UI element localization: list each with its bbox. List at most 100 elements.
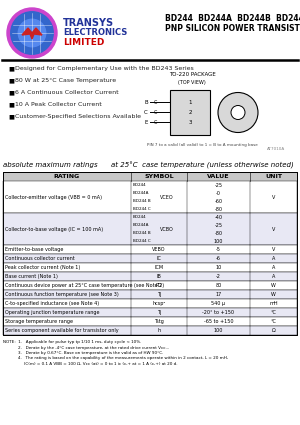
Text: -0: -0 [216,190,221,196]
Text: TJ: TJ [157,292,161,297]
Text: 17: 17 [215,292,221,297]
Text: TRANSYS: TRANSYS [63,18,114,28]
Text: Continuous function temperature (see Note 3): Continuous function temperature (see Not… [5,292,119,297]
Bar [3,172,297,335]
Text: V: V [272,195,275,199]
Text: BD244: BD244 [133,183,146,187]
Bar [3,326,297,335]
Text: TO-220 PACKAGE: TO-220 PACKAGE [169,72,215,77]
Text: Tj: Tj [157,310,161,315]
Text: -20° to +150: -20° to +150 [202,310,234,315]
Text: ELECTRONICS: ELECTRONICS [63,28,127,37]
Text: Base current (Note 1): Base current (Note 1) [5,274,58,279]
Text: SYMBOL: SYMBOL [144,174,174,179]
Text: VALUE: VALUE [207,174,230,179]
Text: BD244 C: BD244 C [133,239,151,243]
Text: hcsp²: hcsp² [152,301,166,306]
Text: 3: 3 [188,119,192,125]
Text: ■: ■ [8,66,14,71]
Circle shape [18,19,46,47]
Text: Peak collector current (Note 1): Peak collector current (Note 1) [5,265,80,270]
Text: C: C [154,99,158,105]
Circle shape [11,12,53,54]
Bar [3,308,297,317]
Text: VCBO: VCBO [160,227,174,232]
Text: Customer-Specified Selections Available: Customer-Specified Selections Available [15,114,141,119]
Bar [170,90,210,135]
Text: 2: 2 [188,110,192,114]
Bar [3,299,297,308]
Text: B: B [144,99,148,105]
Text: IC(m) = 0.1 A VBB = 100 Ω, Vcc (at) = 0 to 1 ic (c,+ at = 1 A (c,+) at 20 d.: IC(m) = 0.1 A VBB = 100 Ω, Vcc (at) = 0 … [3,362,178,366]
Text: V: V [272,247,275,252]
Text: ■: ■ [8,102,14,107]
Text: PD: PD [155,283,162,288]
Text: Series component available for transistor only: Series component available for transisto… [5,328,118,333]
Text: Tstg: Tstg [154,319,164,324]
Bar [3,317,297,326]
Text: BD244: BD244 [133,215,146,219]
Text: h: h [157,328,161,333]
Bar [3,281,297,290]
Text: 10 A Peak Collector Current: 10 A Peak Collector Current [15,102,102,107]
Text: -60: -60 [214,198,222,204]
Text: C: C [154,119,158,125]
Bar [3,254,297,263]
Text: AT7010A: AT7010A [267,147,285,151]
Text: W: W [271,283,276,288]
Text: IC: IC [156,256,161,261]
Text: Continuous device power at 25°C case temperature (see Note 2): Continuous device power at 25°C case tem… [5,283,164,288]
Bar [3,172,297,181]
Text: A: A [272,256,275,261]
Text: -2: -2 [216,274,221,279]
Text: -80: -80 [214,230,222,235]
Text: Collector-emitter voltage (VBB = 0 mA): Collector-emitter voltage (VBB = 0 mA) [5,195,102,199]
Bar [3,181,297,213]
Text: 4.   The rating is based on the capability of the measurements operate within in: 4. The rating is based on the capability… [3,357,228,360]
Text: PIN 7 to a valid (all valid) to 1 = B to A mounting base: PIN 7 to a valid (all valid) to 1 = B to… [147,143,258,147]
Text: (TOP VIEW): (TOP VIEW) [178,80,206,85]
Text: -25: -25 [214,182,222,187]
Text: 1: 1 [188,99,192,105]
Circle shape [7,8,57,58]
Text: at 25°C  case temperature (unless otherwise noted): at 25°C case temperature (unless otherwi… [111,162,294,169]
Text: Designed for Complementary Use with the BD243 Series: Designed for Complementary Use with the … [15,66,194,71]
Text: ■: ■ [8,78,14,83]
Text: 100: 100 [214,238,223,244]
Text: 10: 10 [215,265,221,270]
Polygon shape [22,28,42,39]
Text: NOTE:  1.   Applicable for pulse typ tp 1/10 1 ms, duty cycle < 10%.: NOTE: 1. Applicable for pulse typ tp 1/1… [3,340,141,344]
Text: -80: -80 [214,207,222,212]
Text: BD244A: BD244A [133,223,149,227]
Text: IB: IB [156,274,161,279]
Text: °C: °C [271,319,276,324]
Text: W: W [271,292,276,297]
Text: ■: ■ [8,114,14,119]
Bar [3,272,297,281]
Text: Storage temperature range: Storage temperature range [5,319,73,324]
Text: C-to-specified inductance (see Note 4): C-to-specified inductance (see Note 4) [5,301,99,306]
Bar [3,245,297,254]
Text: 100: 100 [214,328,223,333]
Circle shape [218,93,258,133]
Text: 3.   Derate by 0.67°C. Base on temperature is the valid as of HW 90°C.: 3. Derate by 0.67°C. Base on temperature… [3,351,164,355]
Text: Ω: Ω [272,328,275,333]
Text: Collector-to-base voltage (IC = 100 mA): Collector-to-base voltage (IC = 100 mA) [5,227,103,232]
Text: 540 μ: 540 μ [212,301,225,306]
Text: -40: -40 [214,215,222,219]
Text: RATING: RATING [54,174,80,179]
Text: UNIT: UNIT [265,174,282,179]
Text: mH: mH [269,301,278,306]
Text: BD244 B: BD244 B [133,231,151,235]
Text: ■: ■ [8,90,14,95]
Text: C: C [144,110,148,114]
Text: PNP SILICON POWER TRANSISTORS: PNP SILICON POWER TRANSISTORS [165,24,300,33]
Bar [3,263,297,272]
Text: V: V [272,227,275,232]
Text: -6: -6 [216,256,221,261]
Text: -65 to +150: -65 to +150 [204,319,233,324]
Text: E: E [145,119,148,125]
Text: BD244  BD244A  BD244B  BD244C: BD244 BD244A BD244B BD244C [165,14,300,23]
Text: LIMITED: LIMITED [63,38,104,47]
Bar [3,290,297,299]
